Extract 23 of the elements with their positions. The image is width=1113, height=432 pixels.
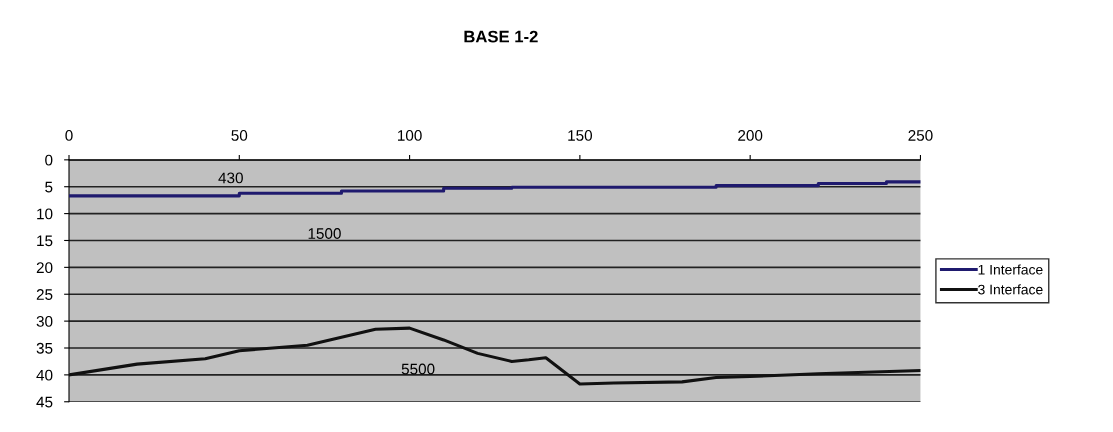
x-tick-label: 0 [65,130,73,141]
y-tick-label: 10 [37,208,53,220]
chart-title: BASE 1-2 [464,30,538,43]
annotation: 5500 [401,363,435,375]
legend-label: 1 Interface [978,264,1043,275]
annotation: 430 [218,172,243,184]
y-tick-label: 0 [45,154,53,166]
y-tick-label: 35 [36,342,53,354]
annotation: 1500 [308,228,341,239]
x-tick-label: 100 [398,130,422,141]
x-tick-label: 150 [568,130,593,141]
x-tick-label: 50 [231,130,248,141]
y-tick-label: 40 [36,369,53,381]
y-tick-label: 25 [36,289,53,300]
y-tick-label: 5 [45,181,53,193]
x-tick-label: 250 [908,130,933,141]
legend-label: 3 Interface [978,284,1043,295]
y-tick-label: 15 [37,235,53,247]
line-series [69,326,921,386]
x-tick-label: 200 [738,130,763,141]
y-tick-label: 20 [36,262,53,274]
y-tick-label: 30 [36,315,53,327]
y-tick-label: 45 [36,396,53,408]
